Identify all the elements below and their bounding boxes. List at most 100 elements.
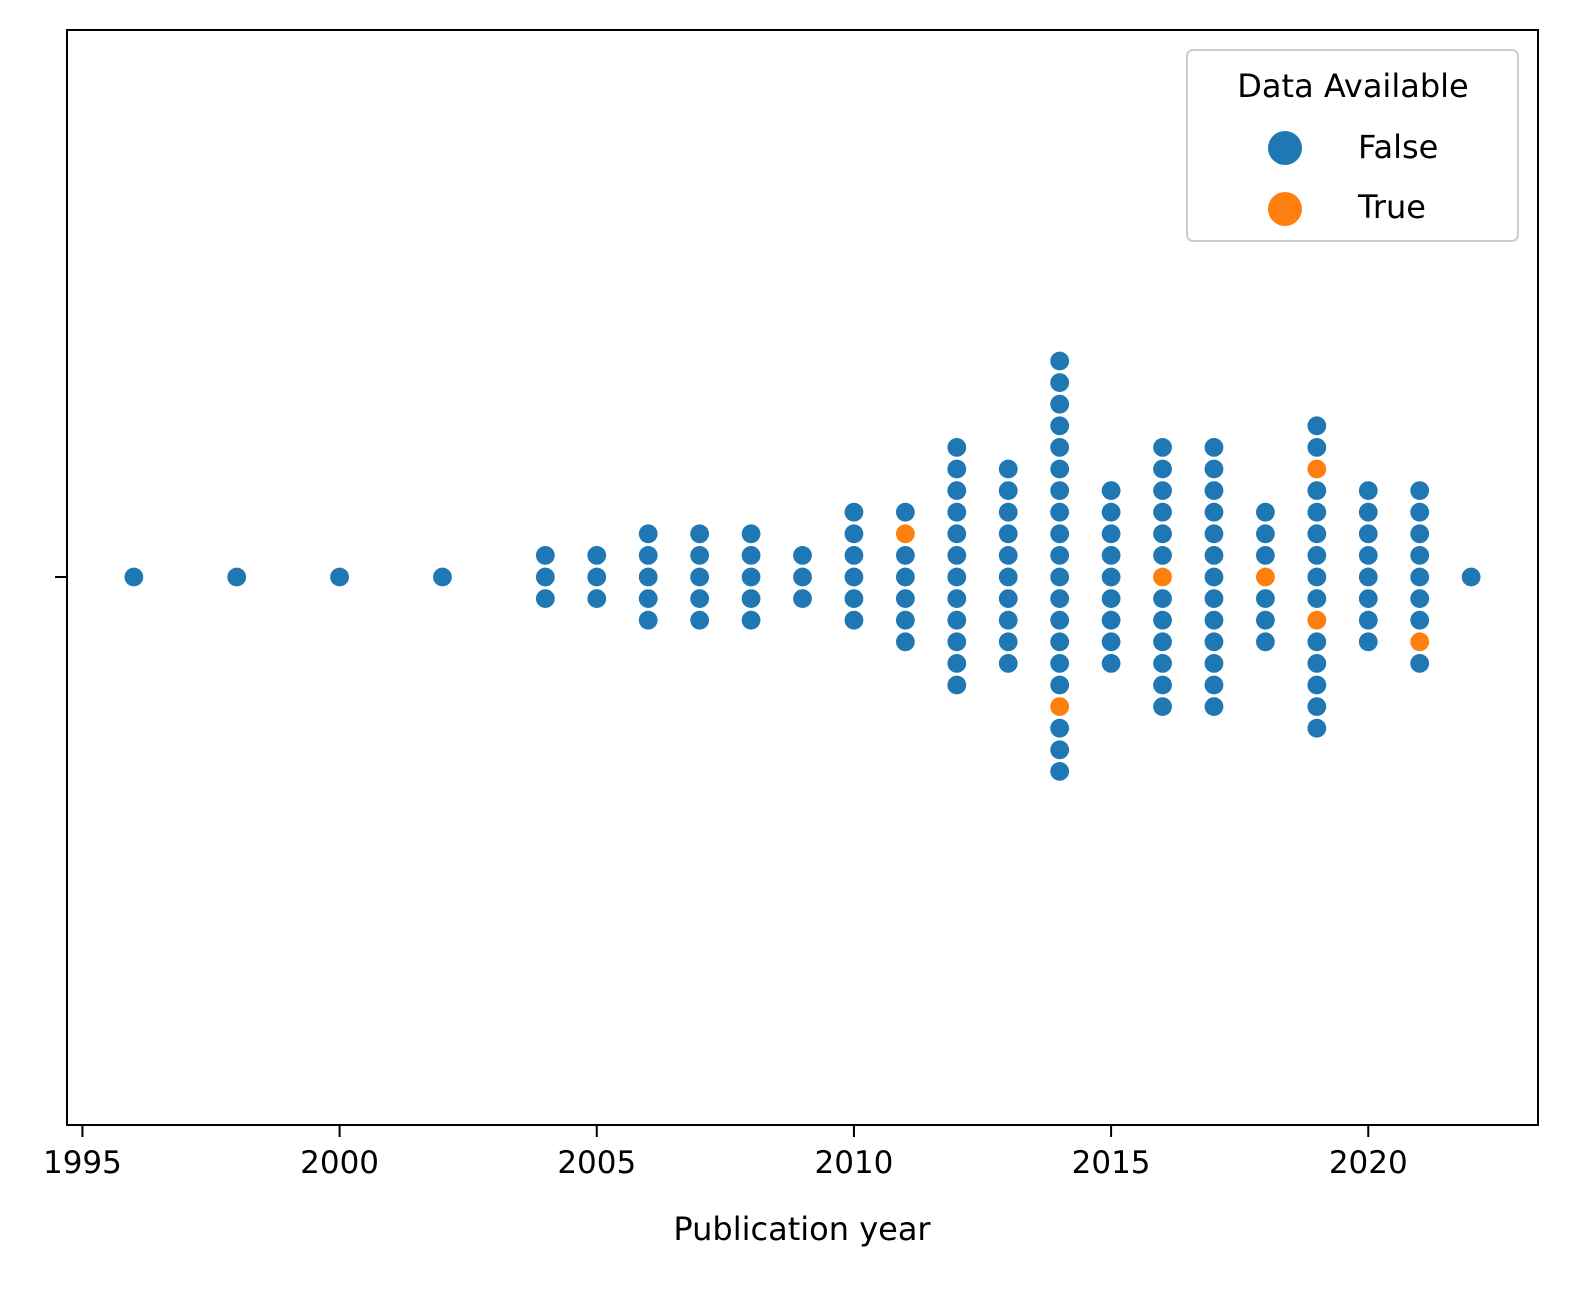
data-point-false: [1256, 589, 1275, 608]
data-point-false: [535, 546, 555, 565]
data-point-false: [947, 675, 967, 695]
data-point-false: [587, 567, 607, 587]
data-point-false: [895, 546, 915, 565]
data-point-false: [1050, 610, 1070, 630]
data-point-false: [638, 567, 658, 587]
data-point-false: [1358, 610, 1378, 630]
data-point-false: [1050, 459, 1070, 479]
data-point-false: [947, 632, 967, 652]
data-point-false: [1050, 438, 1070, 457]
legend-marker-false: [1268, 131, 1302, 165]
data-point-false: [1307, 481, 1327, 500]
data-point-false: [998, 632, 1018, 652]
data-point-false: [844, 589, 864, 608]
data-point-false: [1101, 546, 1121, 565]
data-point-true: [895, 524, 915, 544]
legend-title: Data Available: [1237, 67, 1468, 105]
data-point-false: [1101, 502, 1121, 522]
data-point-false: [1050, 481, 1070, 500]
data-point-false: [1256, 632, 1275, 652]
data-point-false: [1153, 546, 1172, 565]
data-point-false: [587, 546, 607, 565]
data-point-false: [330, 567, 349, 587]
data-point-false: [535, 589, 555, 608]
legend-marker-true: [1268, 192, 1302, 226]
data-point-false: [1153, 675, 1172, 695]
data-point-false: [1307, 567, 1327, 587]
data-point-false: [1204, 610, 1224, 630]
data-point-false: [1050, 502, 1070, 522]
data-point-false: [1358, 589, 1378, 608]
data-point-false: [998, 502, 1018, 522]
data-point-false: [895, 610, 915, 630]
data-point-false: [998, 567, 1018, 587]
data-point-false: [947, 589, 967, 608]
data-point-false: [1050, 740, 1070, 760]
data-point-false: [1153, 502, 1172, 522]
data-point-false: [1358, 567, 1378, 587]
x-tick-label: 2010: [814, 1145, 893, 1181]
data-point-false: [947, 654, 967, 673]
data-point-true: [1153, 567, 1172, 587]
data-point-false: [741, 567, 761, 587]
data-point-false: [690, 589, 710, 608]
data-point-false: [1204, 697, 1224, 716]
data-point-false: [1358, 524, 1378, 544]
data-point-false: [1153, 459, 1172, 479]
data-point-false: [998, 654, 1018, 673]
data-point-false: [1204, 459, 1224, 479]
data-point-false: [1307, 697, 1327, 716]
data-point-false: [638, 546, 658, 565]
data-point-false: [895, 632, 915, 652]
data-point-false: [124, 567, 144, 587]
data-point-false: [947, 481, 967, 500]
data-point-false: [1410, 610, 1430, 630]
data-point-false: [1204, 438, 1224, 457]
data-point-false: [1101, 632, 1121, 652]
data-point-false: [1050, 632, 1070, 652]
data-point-false: [947, 502, 967, 522]
data-point-false: [1204, 632, 1224, 652]
data-point-false: [638, 589, 658, 608]
data-point-false: [1153, 654, 1172, 673]
data-point-false: [1256, 546, 1275, 565]
data-point-false: [690, 524, 710, 544]
data-point-false: [1256, 502, 1275, 522]
data-point-true: [1307, 610, 1327, 630]
data-point-false: [1101, 589, 1121, 608]
data-point-false: [1307, 718, 1327, 738]
data-point-false: [1410, 481, 1430, 500]
data-point-false: [793, 567, 812, 587]
data-point-false: [844, 567, 864, 587]
data-point-false: [895, 589, 915, 608]
legend: Data Available False True: [1186, 49, 1519, 242]
data-point-false: [1153, 632, 1172, 652]
data-point-false: [793, 589, 812, 608]
data-point-false: [1358, 632, 1378, 652]
data-point-false: [1307, 654, 1327, 673]
data-point-false: [1204, 524, 1224, 544]
x-tick-label: 2020: [1329, 1145, 1408, 1181]
data-point-false: [844, 524, 864, 544]
x-axis: 1995 2000 2005 2010 2015 2020: [43, 1125, 1408, 1181]
data-point-false: [1050, 718, 1070, 738]
legend-label-true: True: [1357, 188, 1426, 226]
legend-box: [1186, 49, 1519, 242]
data-point-false: [1050, 675, 1070, 695]
data-point-false: [1307, 546, 1327, 565]
data-point-false: [1050, 762, 1070, 781]
data-point-false: [741, 524, 761, 544]
data-point-false: [947, 546, 967, 565]
data-point-false: [1256, 610, 1275, 630]
data-point-false: [844, 610, 864, 630]
data-point-false: [895, 502, 915, 522]
data-point-false: [1050, 654, 1070, 673]
data-point-false: [690, 567, 710, 587]
data-point-false: [1410, 654, 1430, 673]
x-tick-label: 2005: [557, 1145, 636, 1181]
data-point-false: [895, 567, 915, 587]
data-point-false: [741, 589, 761, 608]
data-point-false: [1358, 502, 1378, 522]
data-point-false: [1050, 524, 1070, 544]
